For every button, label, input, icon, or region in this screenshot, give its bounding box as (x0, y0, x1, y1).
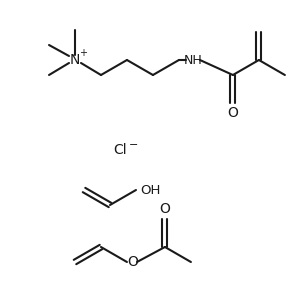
Text: +: + (79, 48, 87, 58)
Text: Cl: Cl (113, 143, 127, 157)
Text: O: O (159, 202, 170, 216)
Text: OH: OH (140, 184, 160, 196)
Text: N: N (70, 53, 80, 67)
Text: NH: NH (184, 54, 202, 66)
Text: O: O (227, 106, 238, 120)
Text: O: O (128, 255, 138, 269)
Text: −: − (129, 140, 139, 150)
